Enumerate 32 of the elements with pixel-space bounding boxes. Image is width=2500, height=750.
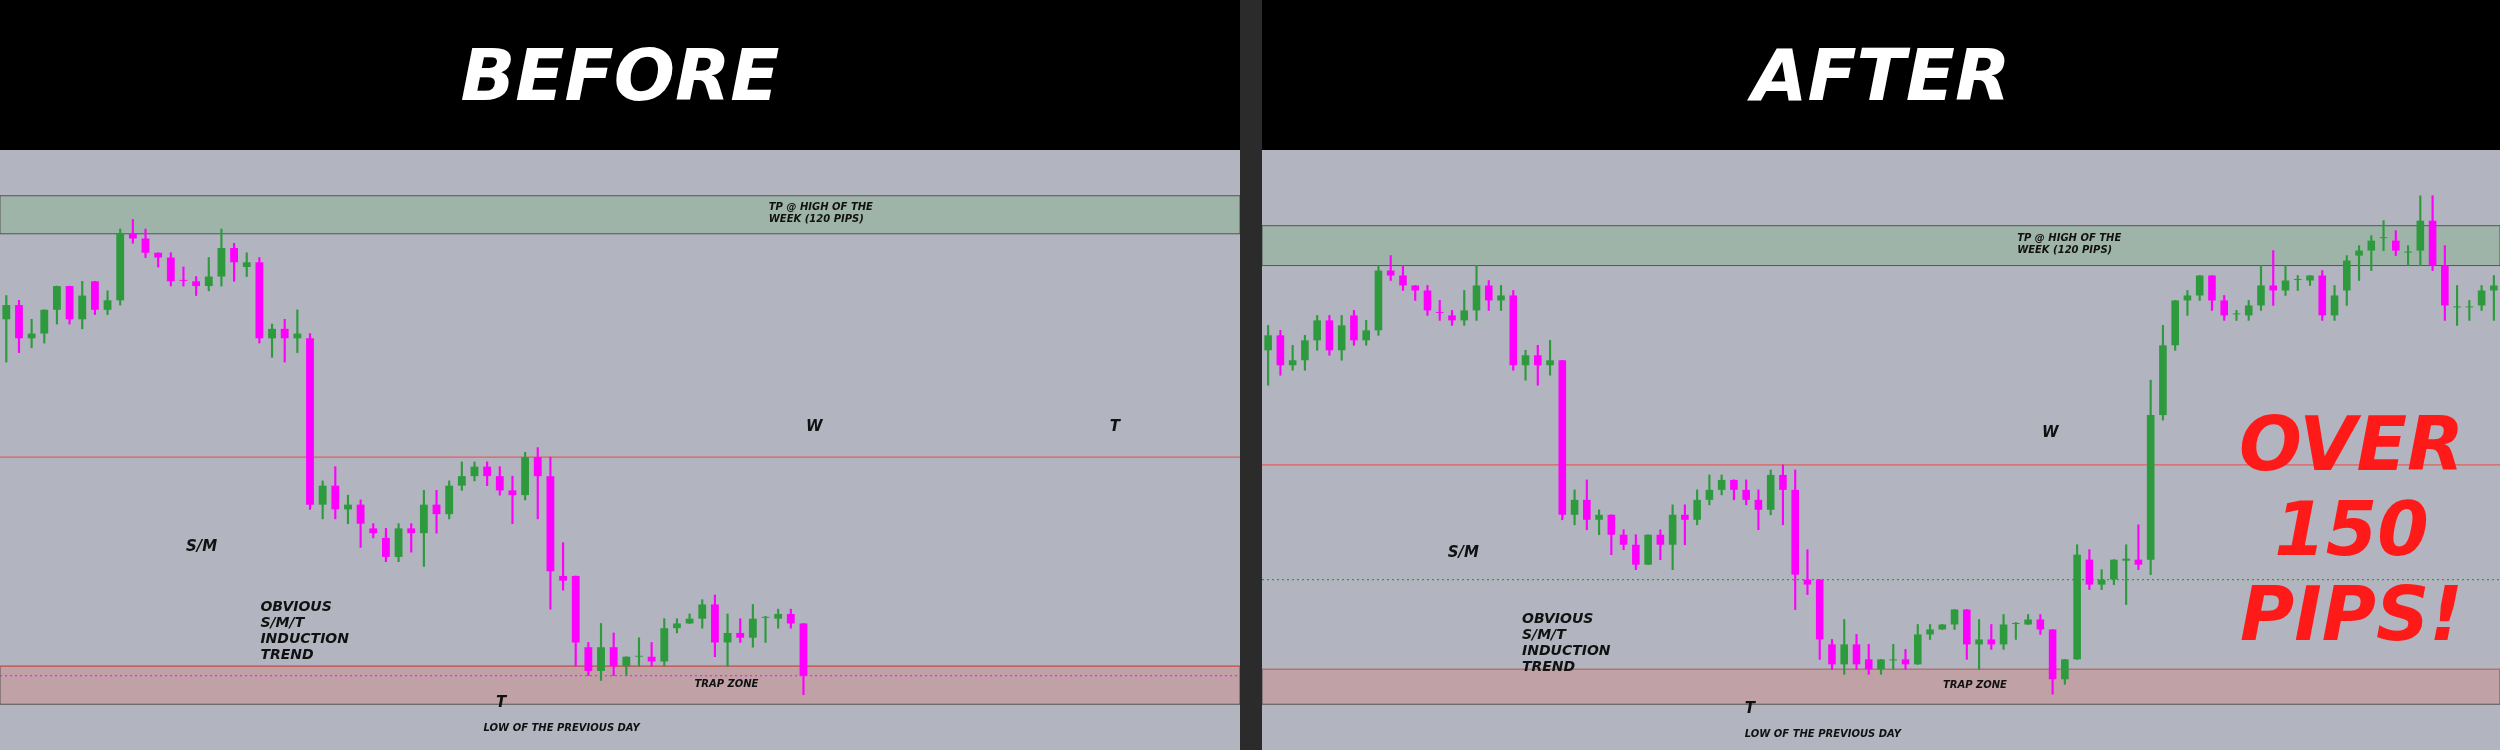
annotation: W xyxy=(806,417,824,436)
chart-title: AFTER xyxy=(1262,0,2500,150)
band-label: TRAP ZONE xyxy=(1942,679,2008,691)
candlestick xyxy=(2183,290,2192,316)
band-label: TRAP ZONE xyxy=(694,677,759,689)
candlestick xyxy=(1754,489,1763,531)
annotation: OVER 150 PIPS! xyxy=(2238,401,2464,658)
candlestick xyxy=(1803,549,1812,595)
text: LOW OF THE PREVIOUS DAY xyxy=(483,721,642,733)
annotation: T xyxy=(1109,417,1122,436)
annotation: OBVIOUS S/M/T INDUCTION TREND xyxy=(260,597,350,662)
candlestick xyxy=(1889,644,1898,670)
annotation: T xyxy=(496,693,508,712)
band-label: TP @ HIGH OF THE WEEK (120 PIPS) xyxy=(768,201,874,225)
candlestick xyxy=(2404,245,2412,266)
chart-title: BEFORE xyxy=(0,0,1240,150)
candlestick xyxy=(179,266,188,287)
candlestick xyxy=(1901,649,1910,670)
band-label: TP @ HIGH OF THE WEEK (120 PIPS) xyxy=(2017,232,2122,256)
annotation: S/M xyxy=(1447,543,1479,562)
text: LOW OF THE PREVIOUS DAY xyxy=(1744,727,1903,739)
candlestick xyxy=(1435,300,1444,321)
candlestick xyxy=(635,637,643,667)
candlestick xyxy=(2122,544,2130,605)
annotation: S/M xyxy=(186,537,218,556)
candlestick xyxy=(508,475,517,524)
annotation: W xyxy=(2041,423,2060,442)
candlestick xyxy=(761,615,770,643)
candlestick xyxy=(1521,349,1530,381)
text: T xyxy=(1744,699,1757,718)
annotation: OBVIOUS S/M/T INDUCTION TREND xyxy=(1521,609,1611,674)
candlestick xyxy=(2453,285,2461,326)
